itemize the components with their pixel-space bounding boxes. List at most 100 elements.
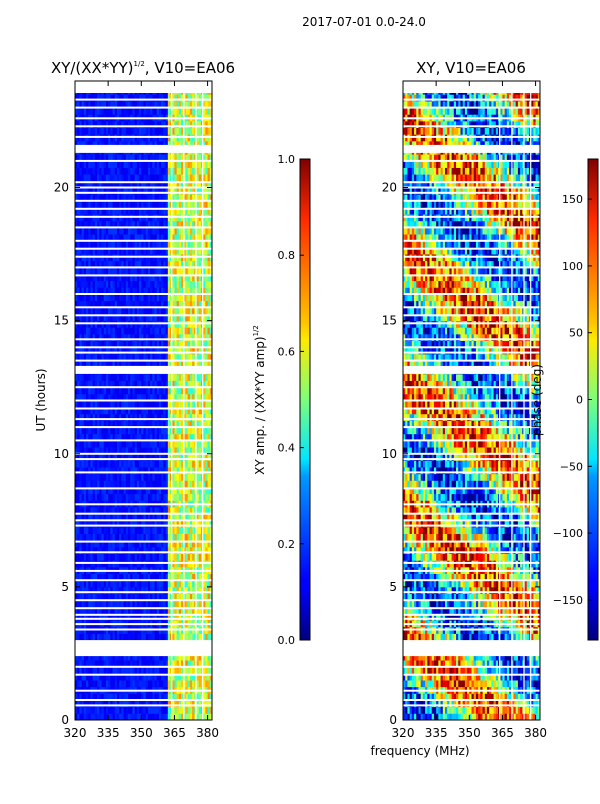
heatmap-cell [79, 380, 83, 388]
heatmap-cell [136, 194, 140, 202]
heatmap-cell [103, 307, 107, 315]
heatmap-cell [185, 294, 189, 302]
heatmap-cell [181, 613, 184, 621]
heatmap-cell [79, 274, 83, 282]
heatmap-cell [97, 467, 100, 475]
heatmap-cell [86, 380, 89, 388]
heatmap-cell [192, 600, 195, 608]
heatmap-cell [136, 300, 140, 308]
heatmap-cell [103, 700, 107, 708]
heatmap-cell [114, 453, 118, 461]
heatmap-cell [125, 460, 129, 468]
heatmap-cell [114, 660, 118, 668]
heatmap-cell [181, 467, 184, 475]
heatmap-cell [147, 347, 151, 355]
heatmap-cell [163, 580, 166, 588]
heatmap-cell [143, 487, 147, 495]
heatmap-cell [90, 633, 94, 641]
heatmap-cell [103, 553, 107, 561]
heatmap-cell [123, 586, 127, 594]
heatmap-cell [121, 220, 125, 228]
heatmap-cell [178, 340, 182, 348]
heatmap-cell [139, 487, 142, 495]
heatmap-cell [145, 493, 149, 501]
heatmap-cell [141, 420, 144, 428]
heatmap-cell [156, 227, 160, 235]
heatmap-cell [134, 220, 138, 228]
heatmap-cell [112, 420, 116, 428]
heatmap-cell [134, 480, 138, 488]
heatmap-cell [209, 706, 213, 714]
heatmap-cell [178, 200, 182, 208]
heatmap-cell [192, 220, 195, 228]
heatmap-cell [114, 580, 118, 588]
heatmap-cell [145, 353, 149, 361]
heatmap-cell [183, 420, 186, 428]
heatmap-cell [143, 473, 147, 481]
heatmap-cell [198, 660, 202, 668]
heatmap-cell [183, 653, 186, 661]
heatmap-cell [114, 460, 118, 468]
heatmap-cell [198, 240, 202, 248]
heatmap-cell [183, 274, 186, 282]
heatmap-cell [136, 613, 140, 621]
heatmap-cell [128, 473, 131, 481]
heatmap-cell [83, 380, 87, 388]
heatmap-cell [196, 287, 200, 295]
heatmap-cell [203, 606, 206, 614]
heatmap-cell [203, 546, 206, 554]
heatmap-cell [163, 247, 166, 255]
heatmap-cell [97, 300, 100, 308]
heatmap-cell [132, 520, 136, 528]
heatmap-cell [165, 453, 169, 461]
heatmap-cell [165, 593, 169, 601]
heatmap-cell [209, 247, 213, 255]
heatmap-cell [156, 513, 160, 521]
heatmap-cell [203, 693, 206, 701]
heatmap-cell [99, 460, 102, 468]
heatmap-cell [92, 580, 96, 588]
heatmap-cell [75, 573, 78, 581]
heatmap-cell [183, 473, 186, 481]
heatmap-cell [174, 287, 178, 295]
heatmap-cell [163, 553, 166, 561]
heatmap-cell [119, 220, 122, 228]
heatmap-cell [77, 340, 80, 348]
heatmap-cell [110, 393, 113, 401]
heatmap-cell [156, 480, 160, 488]
heatmap-cell [156, 493, 160, 501]
heatmap-cell [119, 700, 122, 708]
heatmap-cell [116, 680, 120, 688]
heatmap-cell [141, 327, 144, 335]
heatmap-cell [99, 613, 102, 621]
heatmap-cell [158, 553, 162, 561]
heatmap-cell [130, 440, 133, 448]
heatmap-cell [75, 187, 78, 195]
heatmap-cell [105, 673, 109, 681]
heatmap-cell [103, 287, 107, 295]
heatmap-cell [136, 400, 140, 408]
heatmap-cell [97, 493, 100, 501]
heatmap-cell [161, 573, 164, 581]
heatmap-cell [121, 586, 125, 594]
heatmap-cell [125, 533, 129, 541]
heatmap-cell [176, 706, 180, 714]
heatmap-cell [152, 460, 155, 468]
heatmap-cell [139, 200, 142, 208]
heatmap-cell [97, 227, 100, 235]
heatmap-cell [94, 327, 98, 335]
heatmap-cell [121, 653, 125, 661]
heatmap-cell [165, 440, 169, 448]
heatmap-cell [209, 546, 213, 554]
heatmap-cell [161, 447, 164, 455]
heatmap-cell [176, 267, 180, 275]
heatmap-cell [134, 247, 138, 255]
heatmap-cell [189, 380, 193, 388]
heatmap-cell [156, 260, 160, 268]
heatmap-cell [172, 307, 175, 315]
heatmap-cell [189, 307, 193, 315]
heatmap-cell [130, 713, 133, 721]
heatmap-cell [88, 593, 91, 601]
heatmap-cell [172, 327, 175, 335]
heatmap-cell [130, 353, 133, 361]
